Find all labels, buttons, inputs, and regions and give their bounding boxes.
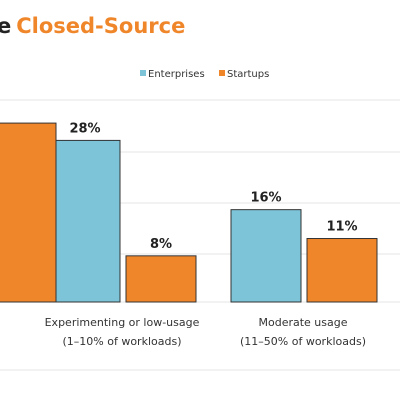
legend-swatch-startups bbox=[219, 70, 225, 76]
value-labels: 28% 16% 8% 11% bbox=[69, 121, 357, 251]
legend-label-startups: Startups bbox=[227, 69, 269, 80]
value-label-enterprises-1: 28% bbox=[69, 121, 100, 136]
category-sublabel-1: (1–10% of workloads) bbox=[63, 335, 182, 348]
legend: Enterprises Startups bbox=[140, 69, 269, 80]
category-sublabel-2: (11–50% of workloads) bbox=[240, 335, 366, 348]
value-label-enterprises-2: 16% bbox=[250, 191, 281, 206]
bar-startups-0 bbox=[0, 122, 57, 303]
category-label-2: Moderate usage bbox=[258, 316, 347, 329]
value-label-startups-1: 8% bbox=[150, 237, 172, 252]
bar-startups-2 bbox=[306, 238, 378, 303]
category-label-1: Experimenting or low-usage bbox=[45, 316, 200, 329]
category-labels: e Experimenting or low-usage (1–10% of wor… bbox=[0, 316, 366, 348]
category-label-0: e bbox=[0, 316, 1, 329]
value-label-startups-2: 11% bbox=[326, 220, 357, 235]
chart-title: e Closed-Source bbox=[0, 14, 185, 38]
legend-swatch-enterprises bbox=[140, 70, 146, 76]
bar-startups-1 bbox=[125, 255, 197, 303]
bar-enterprises-2 bbox=[230, 209, 302, 303]
bar-enterprises-1 bbox=[49, 139, 121, 303]
bars bbox=[0, 122, 378, 303]
legend-label-enterprises: Enterprises bbox=[148, 69, 205, 80]
title-highlight: Closed-Source bbox=[16, 14, 185, 38]
title-prefix: e bbox=[0, 14, 11, 38]
